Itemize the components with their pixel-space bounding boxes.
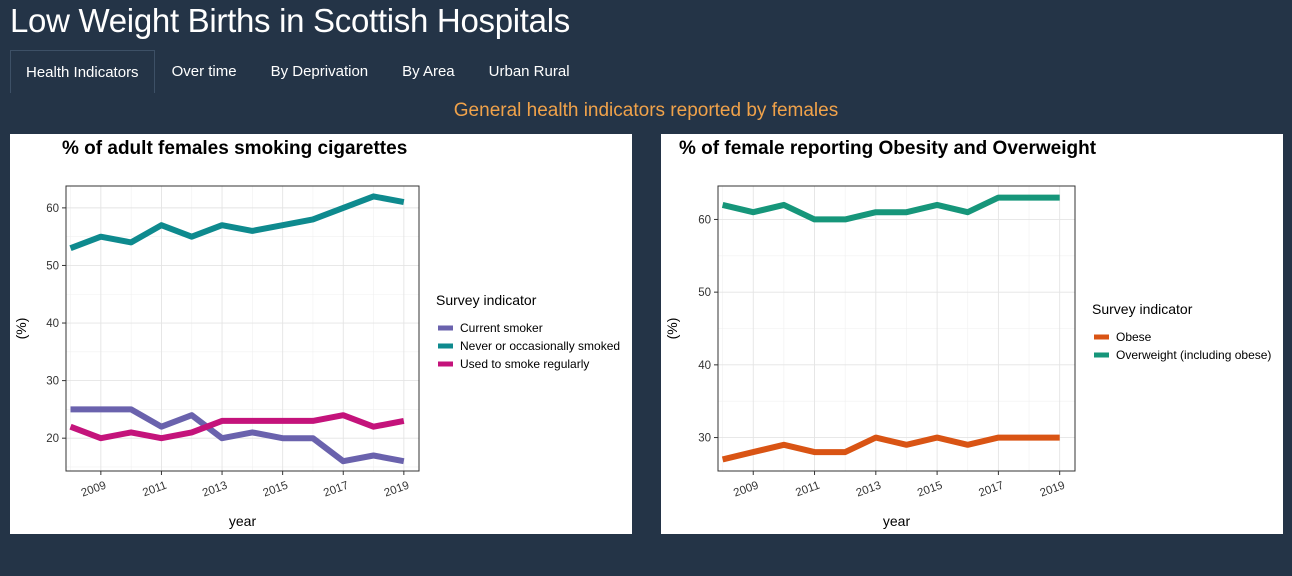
x-tick-label: 2011 — [141, 480, 168, 500]
chart-title: % of adult females smoking cigarettes — [62, 138, 407, 159]
legend-title: Survey indicator — [1092, 301, 1193, 317]
x-tick-label: 2015 — [262, 480, 290, 500]
smoking-chart-panel: % of adult females smoking cigarettes 20 3… — [10, 134, 632, 534]
x-tick-label: 2019 — [1039, 480, 1067, 500]
x-axis-label: year — [883, 513, 911, 529]
y-axis-label: (%) — [13, 318, 29, 340]
x-tick-label: 2015 — [916, 480, 944, 500]
y-tick-label: 20 — [46, 433, 59, 445]
smoking-chart: % of adult females smoking cigarettes 20 3… — [13, 138, 620, 529]
legend-title: Survey indicator — [436, 292, 537, 308]
series-line-1 — [70, 406, 405, 465]
tab-by-area[interactable]: By Area — [402, 63, 455, 80]
y-tick-label: 40 — [46, 318, 59, 330]
series-line-2 — [721, 194, 1060, 223]
legend-label: Used to smoke regularly — [460, 357, 589, 371]
obesity-chart: % of female reporting Obesity and Overwe… — [664, 138, 1271, 529]
legend-label: Obese — [1116, 330, 1152, 344]
series-line-1 — [721, 434, 1060, 463]
legend: Survey indicator Obese Overweight (includi… — [1092, 301, 1271, 362]
tab-bar: Health Indicators Over time By Deprivati… — [10, 50, 587, 93]
x-tick-label: 2017 — [322, 480, 350, 500]
legend-label: Current smoker — [460, 321, 543, 335]
chart-title: % of female reporting Obesity and Overwe… — [679, 138, 1097, 159]
plot-border — [65, 185, 420, 472]
x-axis-label: year — [229, 513, 257, 529]
tab-health-indicators[interactable]: Health Indicators — [10, 50, 155, 93]
y-tick-label: 40 — [698, 360, 711, 372]
y-tick-label: 60 — [698, 214, 711, 226]
tab-urban-rural[interactable]: Urban Rural — [488, 63, 570, 80]
plot-border — [717, 185, 1076, 472]
app-title: Low Weight Births in Scottish Hospitals — [10, 2, 570, 39]
series-line-2 — [69, 193, 405, 252]
y-tick-label: 50 — [698, 287, 711, 299]
tab-by-deprivation[interactable]: By Deprivation — [270, 63, 369, 80]
legend-label: Never or occasionally smoked — [460, 339, 620, 353]
obesity-chart-panel: % of female reporting Obesity and Overwe… — [661, 134, 1283, 534]
x-tick-label: 2011 — [794, 480, 821, 500]
y-axis-label: (%) — [664, 318, 680, 340]
y-tick-label: 30 — [46, 376, 59, 388]
x-tick-label: 2009 — [80, 480, 108, 500]
x-tick-label: 2019 — [383, 480, 411, 500]
legend: Survey indicator Current smoker Never or o… — [436, 292, 620, 371]
x-tick-label: 2013 — [201, 480, 229, 500]
y-tick-label: 60 — [46, 203, 59, 215]
legend-label: Overweight (including obese) — [1116, 348, 1271, 362]
tab-over-time[interactable]: Over time — [171, 63, 237, 80]
y-tick-label: 30 — [698, 433, 711, 445]
section-heading: General health indicators reported by fe… — [453, 100, 839, 121]
gridlines — [718, 186, 1075, 471]
x-tick-label: 2017 — [977, 480, 1005, 500]
series-line-3 — [69, 412, 405, 442]
x-tick-label: 2013 — [855, 480, 883, 500]
x-tick-label: 2009 — [732, 480, 760, 500]
y-tick-label: 50 — [46, 260, 59, 272]
